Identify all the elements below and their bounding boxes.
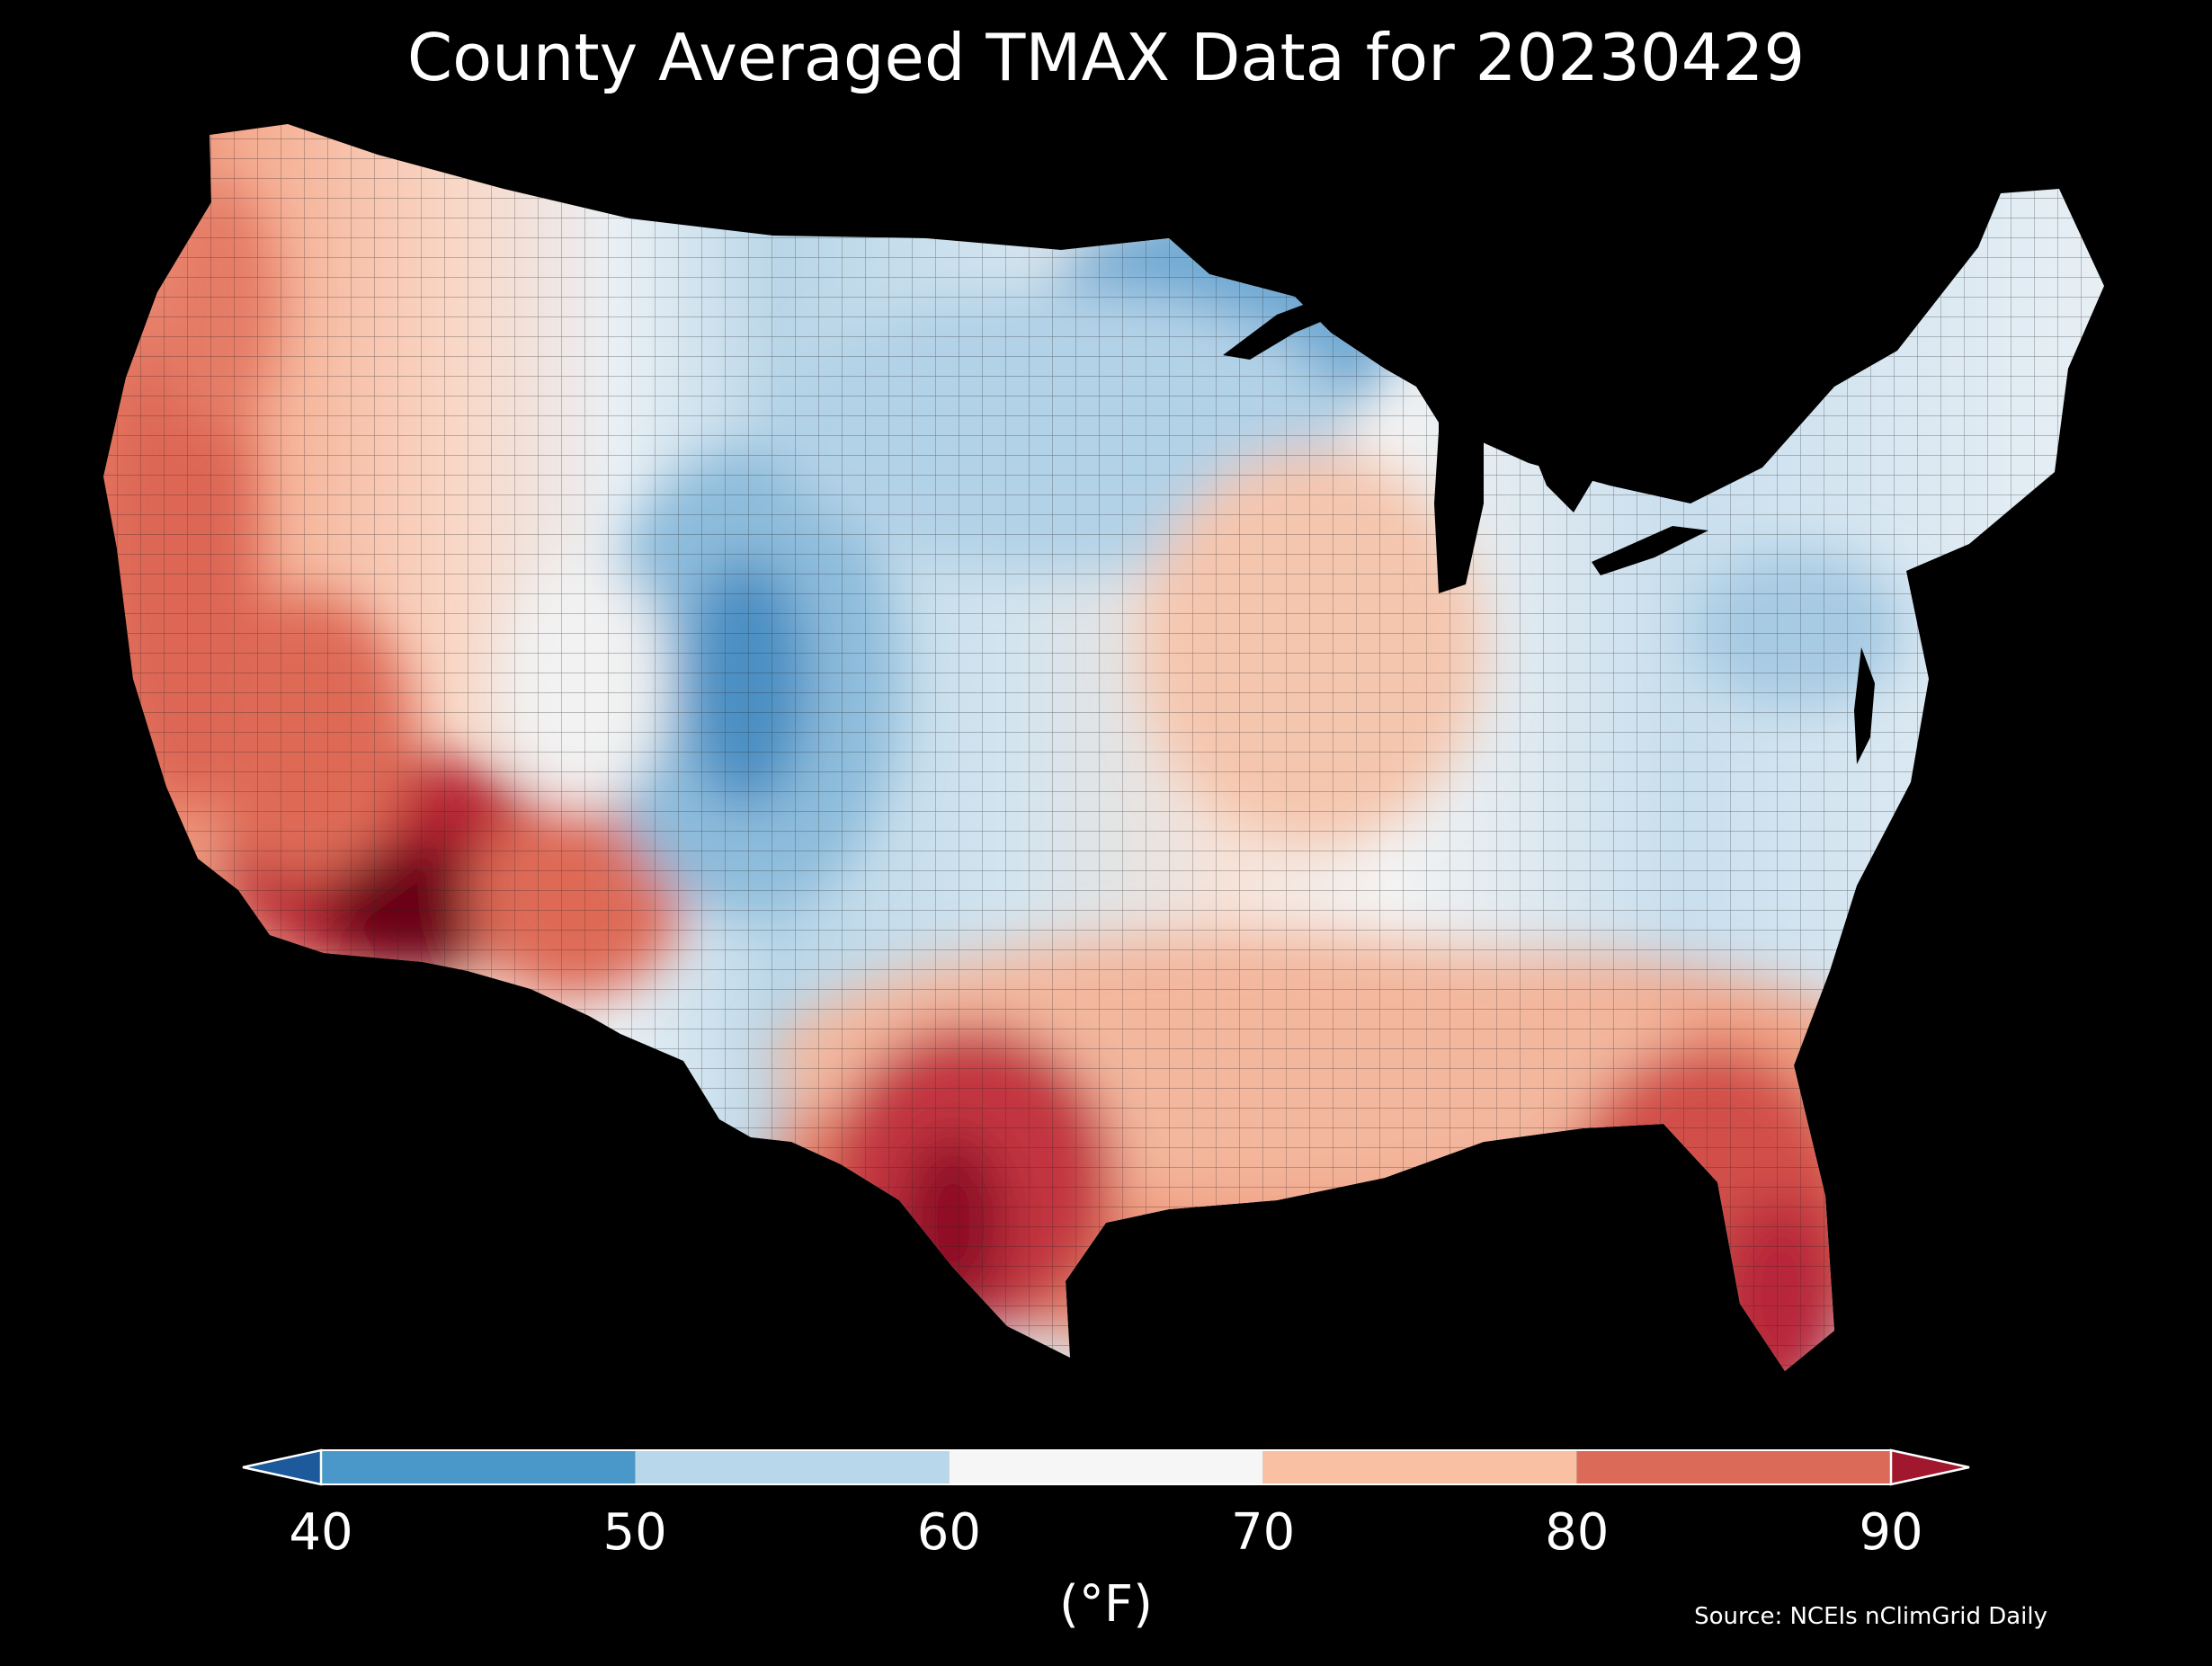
colorbar-extend-low <box>242 1448 323 1486</box>
chesapeake-bay <box>1854 647 1875 764</box>
colorbar-bin <box>635 1450 950 1484</box>
lake-michigan <box>1434 378 1484 593</box>
colorbar-bin <box>1262 1450 1577 1484</box>
colorbar-bin <box>1576 1450 1891 1484</box>
page-title: County Averaged TMAX Data for 20230429 <box>406 20 1806 95</box>
colorbar-tick-label: 70 <box>1230 1503 1296 1562</box>
colorbar-frame <box>320 1449 1892 1485</box>
colorbar-tick-label: 50 <box>602 1503 667 1562</box>
colorbar-extend-high <box>1889 1448 1970 1486</box>
lake-superior <box>1223 277 1385 360</box>
colorbar-tick-label: 80 <box>1545 1503 1610 1562</box>
colorbar-bin <box>949 1450 1263 1484</box>
colorbar-tick-label: 90 <box>1859 1503 1923 1562</box>
lake-huron <box>1529 396 1601 512</box>
source-note: Source: NCEIs nClimGrid Daily <box>1694 1603 2047 1630</box>
colorbar-tick-label: 40 <box>289 1503 353 1562</box>
lake-erie <box>1592 526 1708 575</box>
colorbar-tick-label: 60 <box>916 1503 982 1562</box>
colorbar-unit-label: (°F) <box>1059 1575 1153 1634</box>
colorbar-bin <box>321 1450 636 1484</box>
